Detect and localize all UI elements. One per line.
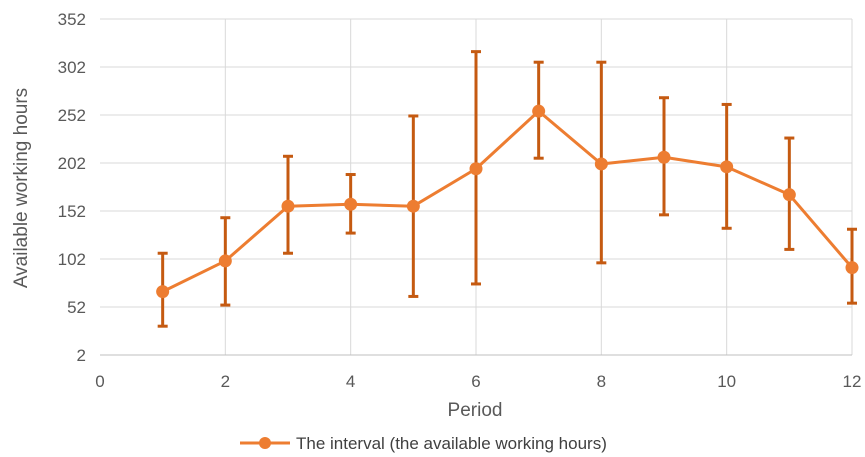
y-tick-label: 102 [58, 250, 86, 269]
data-point [720, 160, 734, 174]
x-axis-title: Period [448, 400, 503, 421]
x-tick-label: 2 [221, 372, 230, 391]
x-tick-label: 12 [843, 372, 862, 391]
x-tick-label: 10 [717, 372, 736, 391]
legend-entry: The interval (the available working hour… [296, 434, 607, 453]
data-point [406, 199, 420, 213]
error-bars [157, 50, 857, 328]
x-axis-ticks: 0 2 4 6 8 10 12 [95, 372, 861, 391]
data-point [657, 150, 671, 164]
data-point [845, 261, 859, 275]
data-point [156, 285, 170, 299]
x-tick-label: 4 [346, 372, 355, 391]
data-points [156, 104, 859, 299]
y-tick-label: 352 [58, 10, 86, 29]
data-point [281, 199, 295, 213]
legend: The interval (the available working hour… [240, 434, 607, 453]
x-tick-label: 0 [95, 372, 104, 391]
x-tick-label: 8 [597, 372, 606, 391]
x-tick-label: 6 [471, 372, 480, 391]
data-point [344, 197, 358, 211]
y-tick-label: 52 [67, 298, 86, 317]
data-point [469, 162, 483, 176]
series-line [162, 109, 854, 293]
data-point [782, 188, 796, 202]
y-tick-label: 252 [58, 106, 86, 125]
y-tick-label: 202 [58, 154, 86, 173]
y-tick-label: 152 [58, 202, 86, 221]
data-point [218, 254, 232, 268]
y-tick-label: 302 [58, 58, 86, 77]
y-tick-label: 2 [77, 346, 86, 365]
y-axis-title: Available working hours [11, 88, 32, 288]
data-point [594, 157, 608, 171]
data-point [532, 104, 546, 118]
legend-dot-marker [259, 437, 271, 449]
